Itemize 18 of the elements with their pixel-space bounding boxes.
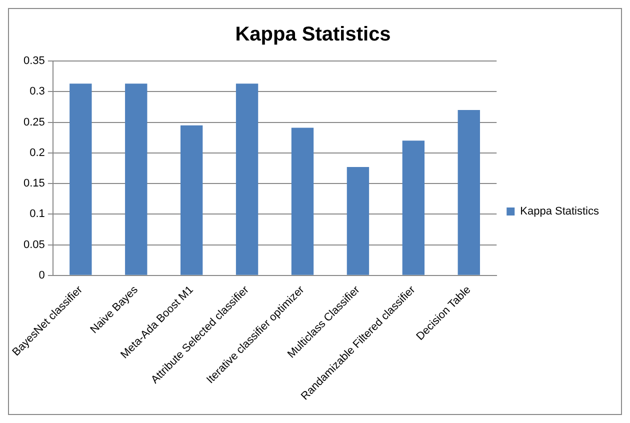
y-tick-label: 0.15 <box>24 178 45 190</box>
y-tick-label: 0.3 <box>30 86 45 98</box>
bar <box>180 125 203 275</box>
bar <box>458 110 480 275</box>
bar <box>346 166 370 275</box>
bar <box>125 84 148 275</box>
bar <box>236 84 258 275</box>
bar <box>291 128 314 275</box>
legend-label: Kappa Statistics <box>520 206 600 218</box>
y-tick-label: 0.35 <box>24 55 45 68</box>
y-tick-label: 0.1 <box>30 208 45 220</box>
y-tick-label: 0 <box>38 269 45 282</box>
chart-title: Kappa Statistics <box>235 24 391 46</box>
y-tick-label: 0.05 <box>24 238 45 251</box>
y-tick-label: 0.25 <box>24 116 45 128</box>
bar <box>70 84 92 275</box>
bar <box>402 140 425 275</box>
y-tick-label: 0.2 <box>30 146 45 159</box>
